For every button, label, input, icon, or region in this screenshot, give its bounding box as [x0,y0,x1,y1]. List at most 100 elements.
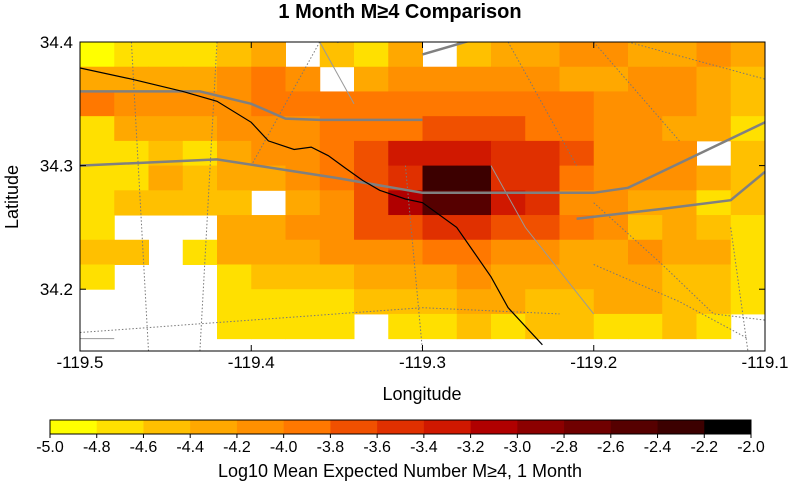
colorbar-swatch [704,420,752,434]
x-tick-label: -119.4 [228,353,275,372]
fault-line-dotted [627,42,765,80]
heatmap-cell [251,215,286,241]
heatmap-cell [354,91,389,117]
heatmap-cell [456,165,492,191]
colorbar-tick-label: -2.4 [644,439,672,456]
heatmap-cell [422,140,458,167]
heatmap-cell [456,116,492,142]
heatmap-cell [491,66,526,92]
heatmap-cell [593,66,629,92]
colorbar-tick-label: -4.6 [130,439,158,456]
heatmap-cell [662,289,697,315]
heatmap-cell [388,313,423,340]
heatmap-cell [422,165,458,191]
heatmap-cell [354,264,389,290]
fault-line-thin [319,42,355,105]
heatmap-cell [251,42,286,68]
y-tick-label: 34.2 [40,280,73,299]
fault-line-dotted [593,42,680,142]
heatmap-cell [559,190,595,216]
colorbar-swatch [657,420,705,434]
fault-line [576,170,765,220]
heatmap-cell [388,264,423,290]
colorbar-tick-label: -3.6 [363,439,391,456]
heatmap-cell [559,313,595,340]
heatmap-cell [525,140,560,167]
heatmap-cell [696,313,732,340]
colorbar-swatch [330,420,378,434]
heatmap-cell [285,140,321,167]
fault-line-dotted [507,42,578,166]
heatmap-cell [319,91,355,117]
fault-line-dotted [80,307,560,333]
heatmap-cell [662,264,697,290]
colorbar-swatch [517,420,565,434]
heatmap-cell [696,165,732,191]
heatmap-cell [217,215,252,241]
heatmap-cell [491,239,526,265]
heatmap-cell [696,239,732,265]
heatmap-cell [388,190,423,216]
colorbar-swatch [190,420,238,434]
heatmap-cell [285,91,321,117]
heatmap-cell [285,239,321,265]
y-axis: 34.2 34.3 34.4 [40,33,765,299]
colorbar: -5.0 -4.8 -4.6 -4.4 -4.2 -4.0 -3.8 -3.6 -3.4 -3.2… [36,419,765,456]
colorbar-tick-label: -3.2 [457,439,485,456]
colorbar-swatch [470,420,518,434]
colorbar-tick-label: -4.8 [83,439,111,456]
heatmap-cell [559,116,595,142]
heatmap-cell [730,264,765,290]
heatmap-cell [662,215,697,241]
fault-line-dotted [130,42,149,351]
y-tick-label: 34.4 [40,33,73,52]
heatmap-cell [696,116,732,142]
colorbar-frame [49,419,752,435]
x-axis-label: Longitude [382,384,461,404]
heatmap-cell [388,140,423,167]
heatmap-cell [593,289,629,315]
heatmap-cell [354,239,389,265]
colorbar-swatch [423,420,472,434]
colorbar-tick-label: -4.0 [270,439,298,456]
heatmap-cell [285,313,321,340]
heatmap-cell [696,289,732,315]
heatmap-cell [559,91,595,117]
heatmap-cell [388,91,423,117]
heatmap-cell [696,264,732,290]
colorbar-swatch [143,420,191,434]
heatmap-cell [491,42,526,68]
colorbar-swatch [236,420,285,434]
x-tick-label: -119.3 [399,353,446,372]
heatmap-cell [593,239,629,265]
heatmap-cell [525,190,560,216]
heatmap-cell [285,66,321,92]
heatmap-cell [696,66,732,92]
heatmap-cell [285,264,321,290]
heatmap-cell [354,42,389,68]
x-tick-label: -119.5 [57,353,104,372]
x-tick-label: -119.2 [570,353,617,372]
heatmap-cell [525,239,560,265]
colorbar-tick-label: -5.0 [36,439,64,456]
heatmap-cell [491,116,526,142]
heatmap-cell [491,190,526,216]
heatmap-cell [182,165,218,191]
colorbar-swatch [96,420,144,434]
heatmap-cell [354,140,389,167]
heatmap-cell [217,116,252,142]
heatmap-cell [80,91,115,117]
heatmap-cell [422,116,458,142]
heatmap-cell [628,264,663,290]
colorbar-tick-label: -4.4 [176,439,204,456]
heatmap-cell [525,289,560,315]
fault-line-dotted [199,42,218,351]
fault-line [80,121,765,195]
heatmap-cell [251,264,286,290]
heatmap-cell [593,165,629,191]
heatmap-cell [182,239,218,265]
heatmap-cell [182,42,218,68]
heatmap-cell [628,91,663,117]
heatmap-cell [114,91,149,117]
